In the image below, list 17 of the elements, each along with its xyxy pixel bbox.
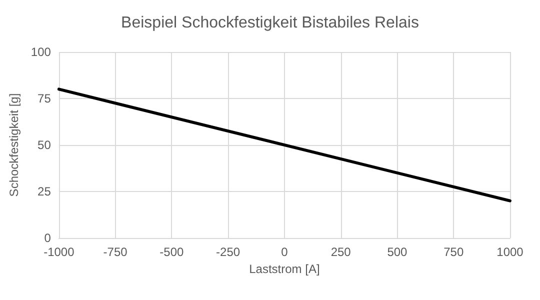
x-tick-label: 0 [281,245,288,259]
y-tick-label: 50 [38,138,52,152]
y-axis-title: Schockfestigkeit [g] [7,93,21,197]
y-tick-label: 100 [30,45,52,59]
x-tick-label: 500 [387,245,408,259]
x-axis-title: Laststrom [A] [249,262,320,276]
chart-title: Beispiel Schockfestigkeit Bistabiles Relais [121,14,419,32]
y-tick-label: 25 [38,184,52,198]
x-tick-label: 250 [330,245,352,259]
x-tick-label: -250 [216,245,240,259]
x-tick-label: -500 [160,245,184,259]
x-tick-label: -750 [103,245,128,259]
y-tick-label: 0 [44,231,52,245]
x-tick-label: 1000 [496,245,524,259]
x-tick-label: -1000 [44,245,75,259]
y-tick-label: 75 [38,92,52,106]
x-tick-label: 750 [444,245,464,259]
